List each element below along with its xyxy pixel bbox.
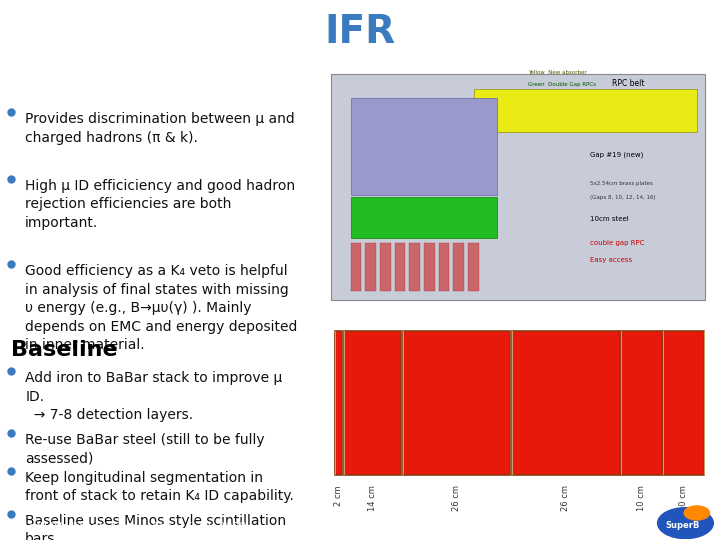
Text: 26 cm: 26 cm (561, 485, 570, 511)
Text: 14 cm: 14 cm (368, 485, 377, 511)
Text: Re-use BaBar steel (still to be fully
assessed): Re-use BaBar steel (still to be fully as… (25, 433, 265, 465)
Bar (380, 242, 391, 291)
Bar (512, 331, 513, 475)
Text: RPC belt: RPC belt (612, 79, 644, 89)
Text: 10cm steel: 10cm steel (590, 216, 629, 222)
Text: Keep longitudinal segmentation in
front of stack to retain K₄ ID capability.: Keep longitudinal segmentation in front … (25, 471, 294, 503)
Text: couble gap RPC: couble gap RPC (590, 240, 644, 246)
Bar (336, 331, 342, 475)
Bar (351, 197, 497, 238)
Text: Yellow  New absorber: Yellow New absorber (528, 70, 587, 76)
Bar (351, 98, 497, 194)
Bar (512, 331, 619, 475)
Circle shape (657, 508, 714, 538)
Bar (409, 242, 420, 291)
Text: 26 cm: 26 cm (452, 485, 461, 511)
Bar (663, 331, 665, 475)
Bar (468, 242, 479, 291)
Text: SuperB: SuperB (666, 521, 700, 530)
Text: Baseline: Baseline (11, 340, 117, 360)
Bar (343, 331, 345, 475)
Bar (621, 331, 662, 475)
Bar (453, 242, 464, 291)
Bar (365, 242, 376, 291)
Bar (703, 331, 705, 475)
Text: Add iron to BaBar stack to improve μ
ID.
  → 7-8 detection layers.: Add iron to BaBar stack to improve μ ID.… (25, 372, 282, 422)
Bar (424, 242, 435, 291)
Text: Green  Double Gap RPCs: Green Double Gap RPCs (528, 83, 596, 87)
Text: SuperB Workshop, Orsay, Feb. 15-18, 2009: SuperB Workshop, Orsay, Feb. 15-18, 2009 (7, 522, 247, 532)
Bar (402, 331, 404, 475)
Bar (621, 331, 622, 475)
Text: (Gaps 8, 10, 12, 14, 16): (Gaps 8, 10, 12, 14, 16) (590, 195, 655, 200)
Bar (663, 331, 703, 475)
Text: 5x2.54cm brass plates: 5x2.54cm brass plates (590, 181, 652, 186)
Text: Provides discrimination between μ and
charged hadrons (π & k).: Provides discrimination between μ and ch… (25, 112, 295, 145)
Text: Blair Ratcliff, SLAC: Blair Ratcliff, SLAC (533, 522, 636, 532)
Text: Gap #19 (new): Gap #19 (new) (590, 151, 643, 158)
Text: High μ ID efficiciency and good hadron
rejection efficiencies are both
important: High μ ID efficiciency and good hadron r… (25, 179, 295, 230)
Bar (474, 89, 698, 132)
Bar (438, 242, 449, 291)
Bar (402, 331, 510, 475)
Text: Baseline uses Minos style scintillation
bars.: Baseline uses Minos style scintillation … (25, 514, 287, 540)
Bar (351, 242, 361, 291)
Circle shape (684, 506, 709, 520)
Text: Easy access: Easy access (590, 257, 631, 263)
Bar (343, 331, 401, 475)
Text: Good efficiency as a K₄ veto is helpful
in analysis of final states with missing: Good efficiency as a K₄ veto is helpful … (25, 265, 297, 352)
Text: IFR: IFR (325, 14, 395, 51)
Text: 10 cm: 10 cm (636, 485, 646, 511)
Bar (395, 242, 405, 291)
Text: 2 cm: 2 cm (334, 485, 343, 505)
Text: 10 cm: 10 cm (679, 485, 688, 511)
